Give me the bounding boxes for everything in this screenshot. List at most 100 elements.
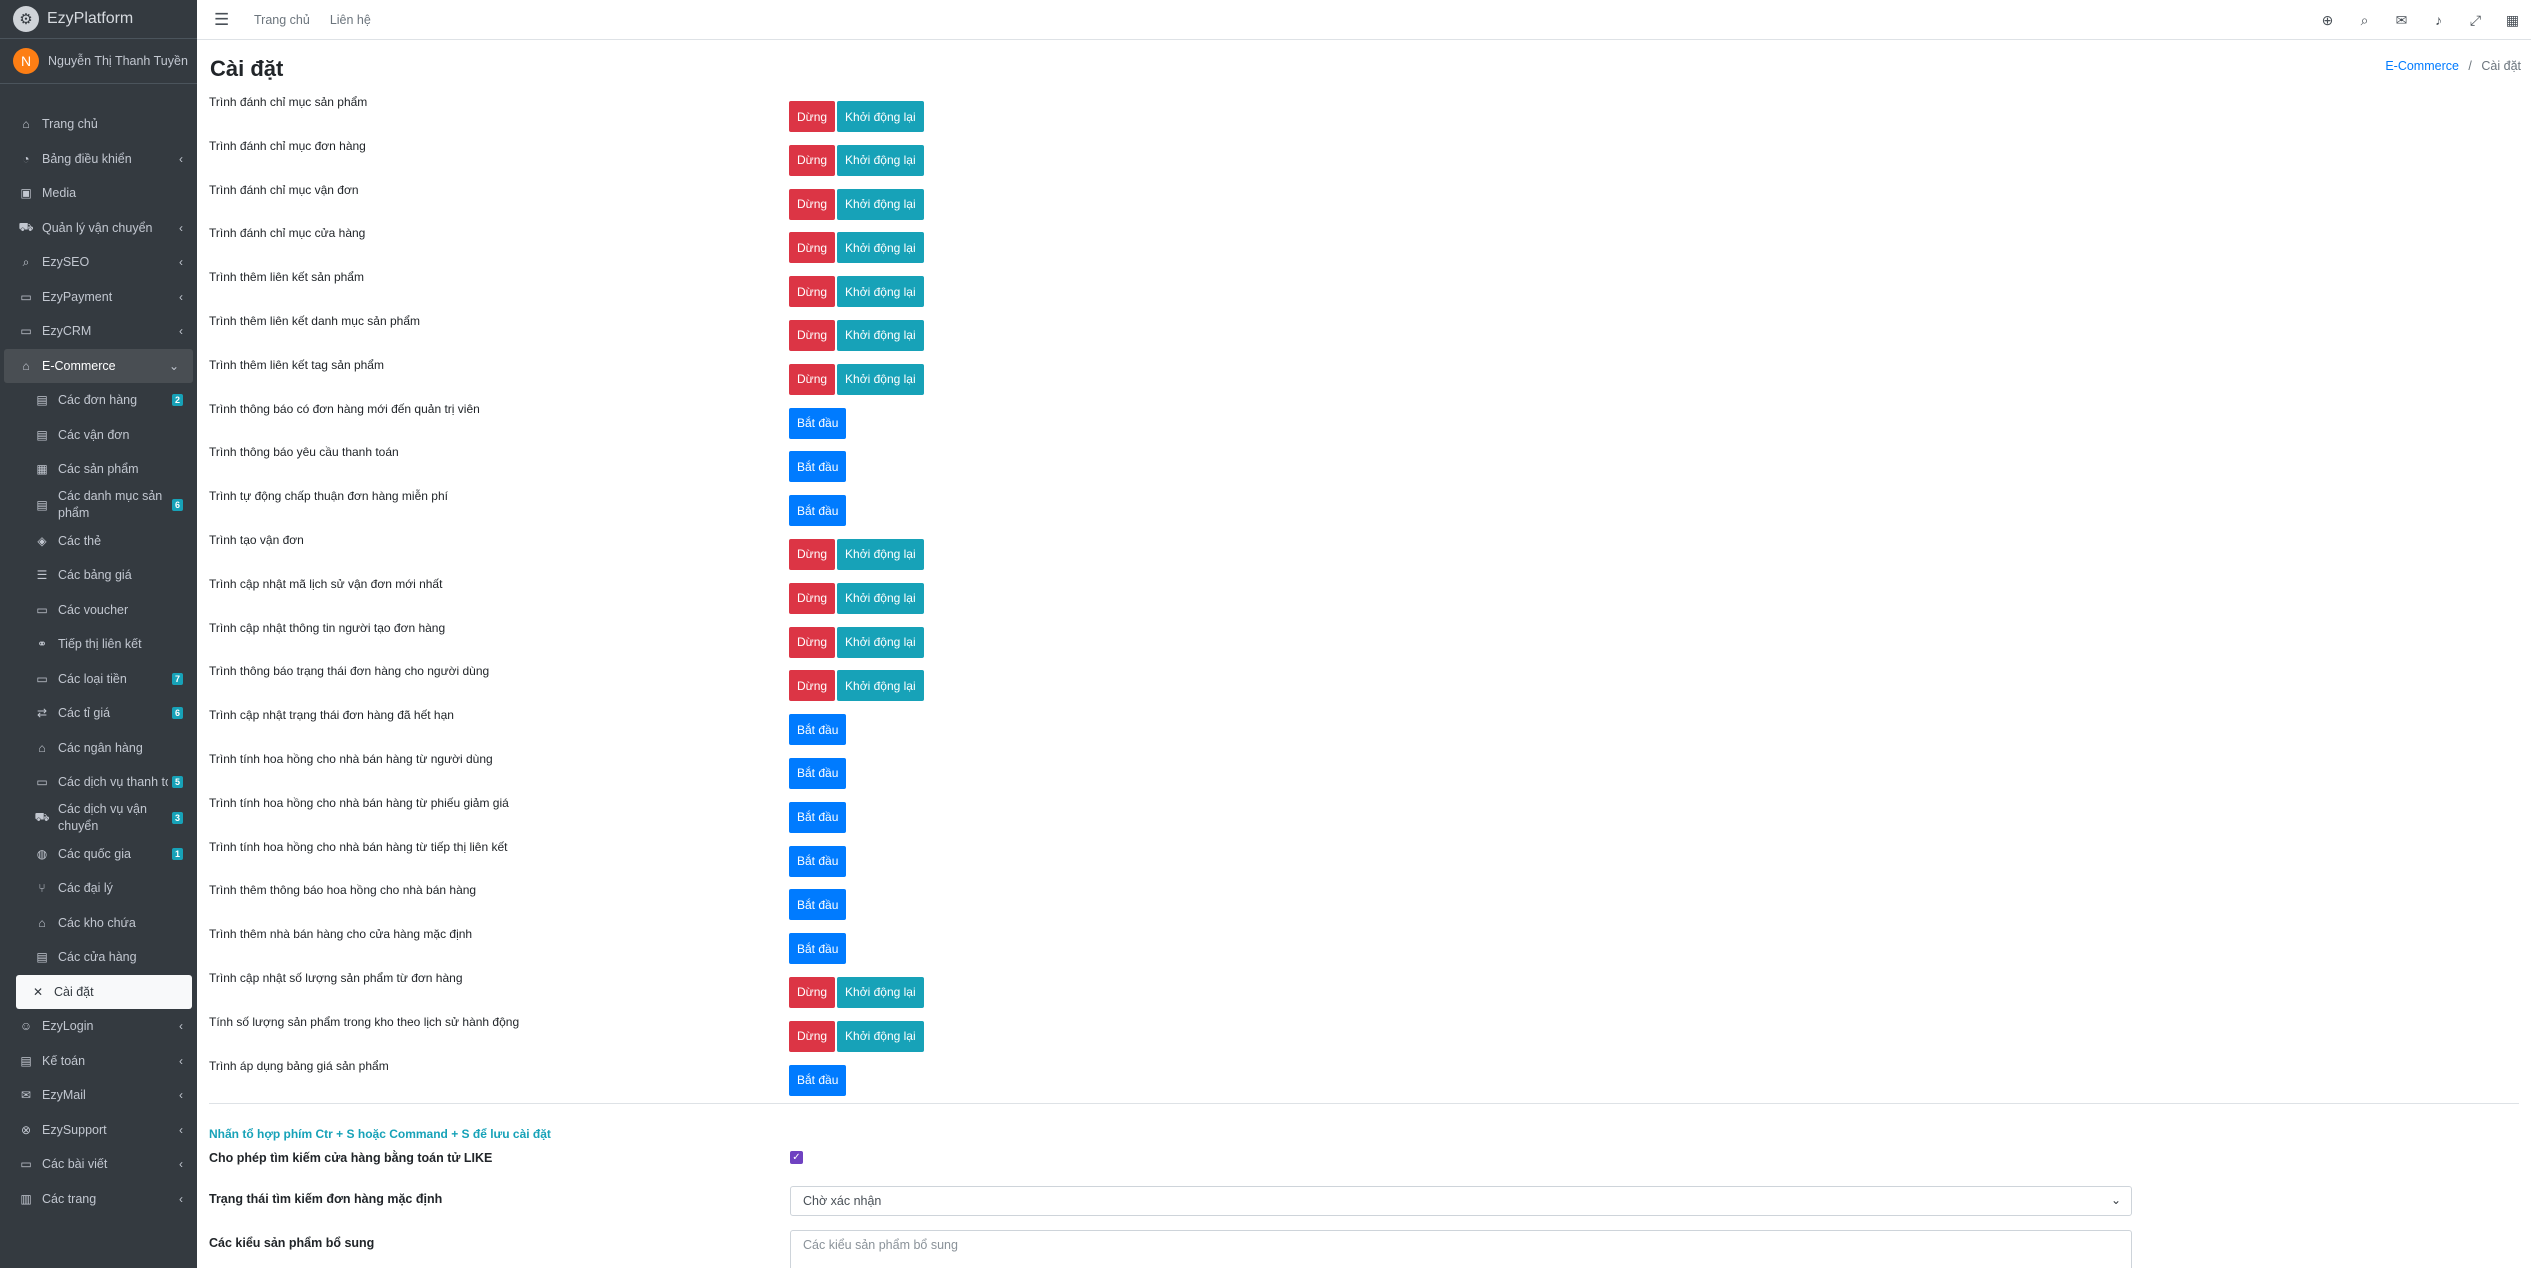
restart-button[interactable]: Khởi động lại [837, 538, 924, 570]
sidebar-item-sidebar-ecommerce_items-11[interactable]: ▭ Các dịch vụ thanh toán5 [0, 765, 197, 800]
start-button[interactable]: Bắt đầu [789, 451, 847, 483]
brand[interactable]: ⚙ EzyPlatform [0, 0, 197, 39]
restart-button[interactable]: Khởi động lại [837, 670, 924, 702]
process-actions: Dừng Khởi động lại [789, 582, 924, 614]
sidebar-item-sidebar-items-3[interactable]: ⛟ Quản lý vận chuyển ‹ [0, 211, 197, 246]
sidebar-item-sidebar-items-7[interactable]: ⌂ E-Commerce ⌄ [4, 348, 193, 383]
media-icon: ▣ [20, 186, 32, 201]
sidebar-item-label: Các danh mục sản phẩm [58, 489, 163, 520]
chevron-icon: ‹ [179, 151, 183, 166]
start-button[interactable]: Bắt đầu [789, 845, 847, 877]
sidebar-item-sidebar-ecommerce_items-12[interactable]: ⛟ Các dịch vụ vận chuyển 3 [0, 800, 197, 837]
hamburger-icon[interactable]: ☰ [214, 9, 230, 29]
restart-button[interactable]: Khởi động lại [837, 276, 924, 308]
sidebar-item-sidebar-bottom_items-4[interactable]: ▭ Các bài viết ‹ [0, 1147, 197, 1182]
sidebar-item-sidebar-ecommerce_items-16[interactable]: ▤ Các cửa hàng [0, 940, 197, 975]
sidebar-item-sidebar-items-4[interactable]: ⌕ EzySEO ‹ [0, 245, 197, 280]
like-search-checkbox[interactable]: ✓ [790, 1151, 803, 1164]
stop-button[interactable]: Dừng [789, 976, 836, 1008]
restart-button[interactable]: Khởi động lại [837, 976, 924, 1008]
sidebar-item-sidebar-ecommerce_items-10[interactable]: ⌂ Các ngân hàng [0, 731, 197, 766]
sidebar-item-sidebar-ecommerce_items-17[interactable]: ✕ Cài đặt [16, 974, 192, 1009]
nav-link-home[interactable]: Trang chủ [254, 12, 310, 27]
stop-button[interactable]: Dừng [789, 319, 836, 351]
process-row: Trình thông báo có đơn hàng mới đến quản… [209, 402, 1209, 446]
sidebar-item-sidebar-bottom_items-1[interactable]: ▤ Kế toán ‹ [0, 1044, 197, 1079]
sidebar-item-sidebar-bottom_items-3[interactable]: ⊗ EzySupport ‹ [0, 1113, 197, 1148]
language-icon[interactable]: ⊕ [2321, 11, 2334, 28]
restart-button[interactable]: Khởi động lại [837, 1020, 924, 1052]
sidebar-item-sidebar-ecommerce_items-3[interactable]: ▤ Các danh mục sản phẩm 6 [0, 487, 197, 524]
fullscreen-icon[interactable]: ⤢ [2469, 11, 2482, 28]
sidebar-item-sidebar-ecommerce_items-9[interactable]: ⇄ Các tỉ giá 6 [0, 696, 197, 731]
list-icon: ☰ [36, 568, 48, 583]
shipment-icon: ▤ [36, 427, 48, 442]
globe-icon: ◍ [36, 846, 48, 861]
stop-button[interactable]: Dừng [789, 101, 836, 132]
count-badge: 1 [171, 847, 183, 860]
category-icon: ▤ [36, 498, 48, 512]
restart-button[interactable]: Khởi động lại [837, 188, 924, 220]
sidebar-item-sidebar-bottom_items-5[interactable]: ▥ Các trang ‹ [0, 1182, 197, 1217]
stop-button[interactable]: Dừng [789, 538, 836, 570]
sidebar-item-sidebar-ecommerce_items-0[interactable]: ▤ Các đơn hàng 2 [0, 383, 197, 418]
restart-button[interactable]: Khởi động lại [837, 319, 924, 351]
sidebar-item-sidebar-ecommerce_items-2[interactable]: ▦ Các sản phẩm [0, 452, 197, 487]
sidebar-item-sidebar-ecommerce_items-13[interactable]: ◍ Các quốc gia 1 [0, 837, 197, 872]
sidebar-item-sidebar-bottom_items-2[interactable]: ✉ EzyMail ‹ [0, 1078, 197, 1113]
restart-button[interactable]: Khởi động lại [837, 101, 924, 132]
sidebar-item-sidebar-items-1[interactable]: ◔ Bảng điều khiển ‹ [0, 142, 197, 177]
stop-button[interactable]: Dừng [789, 626, 836, 658]
chevron-icon: ‹ [179, 1122, 183, 1137]
order-icon: ▤ [36, 393, 48, 408]
sidebar-item-sidebar-ecommerce_items-5[interactable]: ☰ Các bảng giá [0, 558, 197, 593]
stop-button[interactable]: Dừng [789, 670, 836, 702]
sidebar-item-sidebar-ecommerce_items-4[interactable]: ◈ Các thẻ [0, 524, 197, 559]
process-actions: Dừng Khởi động lại [789, 1020, 924, 1052]
sidebar-item-sidebar-ecommerce_items-1[interactable]: ▤ Các vận đơn [0, 418, 197, 453]
breadcrumb-link-ecommerce[interactable]: E-Commerce [2385, 59, 2459, 73]
bell-icon[interactable]: ♪ [2435, 12, 2442, 28]
sidebar-item-sidebar-bottom_items-0[interactable]: ☺ EzyLogin ‹ [0, 1009, 197, 1044]
messages-icon[interactable]: ✉ [2395, 11, 2408, 28]
stop-button[interactable]: Dừng [789, 582, 836, 614]
start-button[interactable]: Bắt đầu [789, 757, 847, 789]
restart-button[interactable]: Khởi động lại [837, 363, 924, 395]
stop-button[interactable]: Dừng [789, 1020, 836, 1052]
nav-link-contact[interactable]: Liên hệ [329, 12, 371, 27]
top-navbar: ☰ Trang chủ Liên hệ ⊕ ⌕ ✉ ♪ ⤢ ▦ [197, 0, 2531, 40]
sidebar-item-sidebar-items-5[interactable]: ▭ EzyPayment ‹ [0, 280, 197, 315]
stop-button[interactable]: Dừng [789, 232, 836, 264]
restart-button[interactable]: Khởi động lại [837, 144, 924, 176]
sidebar-item-sidebar-ecommerce_items-15[interactable]: ⌂ Các kho chứa [0, 906, 197, 941]
sidebar-item-sidebar-items-2[interactable]: ▣ Media [0, 176, 197, 211]
stop-button[interactable]: Dừng [789, 363, 836, 395]
stop-button[interactable]: Dừng [789, 144, 836, 176]
start-button[interactable]: Bắt đầu [789, 801, 847, 833]
start-button[interactable]: Bắt đầu [789, 889, 847, 921]
start-button[interactable]: Bắt đầu [789, 714, 847, 746]
apps-icon[interactable]: ▦ [2505, 11, 2520, 28]
restart-button[interactable]: Khởi động lại [837, 626, 924, 658]
sidebar-item-sidebar-items-6[interactable]: ▭ EzyCRM ‹ [0, 314, 197, 349]
sidebar-item-sidebar-ecommerce_items-6[interactable]: ▭ Các voucher [0, 593, 197, 628]
sidebar-item-sidebar-ecommerce_items-14[interactable]: ⑂ Các đại lý [0, 871, 197, 906]
card-icon: ▭ [20, 289, 32, 304]
user-panel[interactable]: N Nguyễn Thị Thanh Tuyền [0, 39, 197, 84]
stop-button[interactable]: Dừng [789, 188, 836, 220]
restart-button[interactable]: Khởi động lại [837, 232, 924, 264]
start-button[interactable]: Bắt đầu [789, 407, 847, 439]
process-row: Trình thêm nhà bán hàng cho cửa hàng mặc… [209, 927, 1209, 971]
start-button[interactable]: Bắt đầu [789, 1064, 847, 1096]
restart-button[interactable]: Khởi động lại [837, 582, 924, 614]
start-button[interactable]: Bắt đầu [789, 933, 847, 965]
sidebar-item-sidebar-ecommerce_items-7[interactable]: ⚭ Tiếp thị liên kết [0, 627, 197, 662]
search-icon[interactable]: ⌕ [2360, 11, 2369, 28]
extra-product-types-input[interactable] [790, 1230, 2132, 1268]
start-button[interactable]: Bắt đầu [789, 495, 847, 527]
stop-button[interactable]: Dừng [789, 276, 836, 308]
default-order-status-select[interactable]: Chờ xác nhận ⌄ [790, 1186, 2132, 1216]
sidebar-item-sidebar-items-0[interactable]: ⌂ Trang chủ [0, 107, 197, 142]
sidebar-item-sidebar-ecommerce_items-8[interactable]: ▭ Các loại tiền 7 [0, 662, 197, 697]
sidebar-item-label: Các bài viết [42, 1157, 108, 1172]
